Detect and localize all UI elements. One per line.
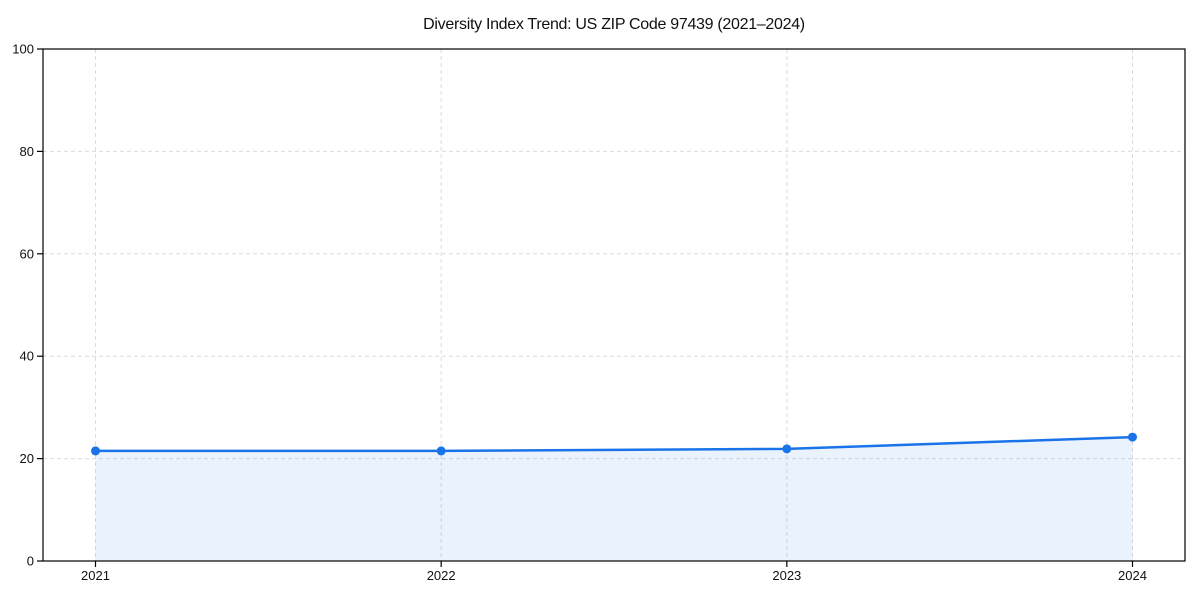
data-point-marker <box>782 444 792 454</box>
y-tick-label: 100 <box>12 42 34 57</box>
gridlines <box>43 48 1185 562</box>
plot-frame <box>42 48 1186 562</box>
x-tick-label: 2021 <box>81 568 110 583</box>
x-tick-label: 2024 <box>1118 568 1147 583</box>
trend-line <box>94 435 1134 453</box>
y-tick-label: 80 <box>20 144 34 159</box>
x-tick-label: 2023 <box>772 568 801 583</box>
tick-labels: 0 20 40 60 80 100 2021 2022 2023 2024 <box>12 42 1147 584</box>
x-tick-label: 2022 <box>427 568 456 583</box>
series-layer <box>91 432 1137 561</box>
area-fill <box>95 437 1133 561</box>
y-tick-label: 60 <box>20 246 34 261</box>
y-tick-label: 20 <box>20 451 34 466</box>
y-tick-label: 0 <box>27 554 34 569</box>
axes <box>37 48 1186 567</box>
data-point-marker <box>91 446 100 456</box>
y-tick-label: 40 <box>20 349 34 364</box>
data-point-marker <box>436 446 446 456</box>
data-point-marker <box>1128 432 1137 442</box>
chart-title: Diversity Index Trend: US ZIP Code 97439… <box>423 16 805 33</box>
